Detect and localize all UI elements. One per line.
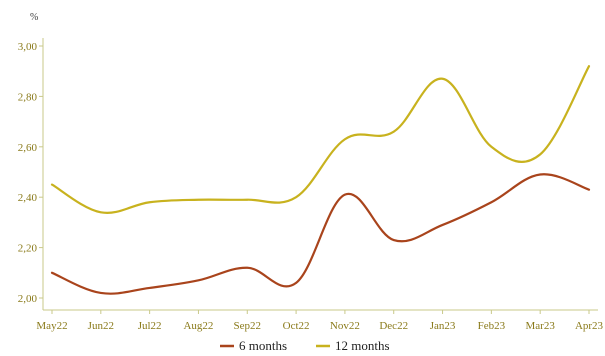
x-tick-label: Dec22 [379, 320, 408, 332]
legend-label: 12 months [335, 338, 390, 353]
x-tick-label: Nov22 [330, 320, 360, 332]
x-tick-label: Sep22 [234, 320, 262, 332]
y-axis-ticks: 2,00 2,20 2,40 2,60 2,80 3,00 [18, 41, 43, 305]
y-tick-label: 2,00 [18, 293, 38, 305]
series-line-6-months [50, 173, 591, 295]
y-tick-label: 2,40 [18, 192, 38, 204]
x-tick-label: Jul22 [138, 320, 162, 332]
legend-label: 6 months [239, 338, 287, 353]
x-tick-label: May22 [36, 320, 67, 332]
x-tick-label: Jun22 [88, 320, 114, 332]
x-tick-label: Aug22 [183, 320, 213, 332]
x-axis-ticks: May22 Jun22 Jul22 Aug22 Sep22 Oct22 Nov22 Dec22… [36, 310, 604, 332]
legend: 6 months 12 months [220, 338, 390, 353]
x-tick-label: Oct22 [283, 320, 310, 332]
x-tick-label: Mar23 [526, 320, 556, 332]
x-tick-label: Apr23 [575, 320, 604, 332]
y-axis-unit-label: % [30, 12, 38, 23]
series-line-12-months [50, 65, 591, 214]
y-tick-label: 2,60 [18, 142, 38, 154]
y-tick-label: 2,80 [18, 91, 38, 103]
x-tick-label: Feb23 [478, 320, 506, 332]
y-tick-label: 3,00 [18, 41, 38, 53]
x-tick-label: Jan23 [430, 320, 456, 332]
series-lines [50, 65, 591, 295]
y-tick-label: 2,20 [18, 243, 38, 255]
